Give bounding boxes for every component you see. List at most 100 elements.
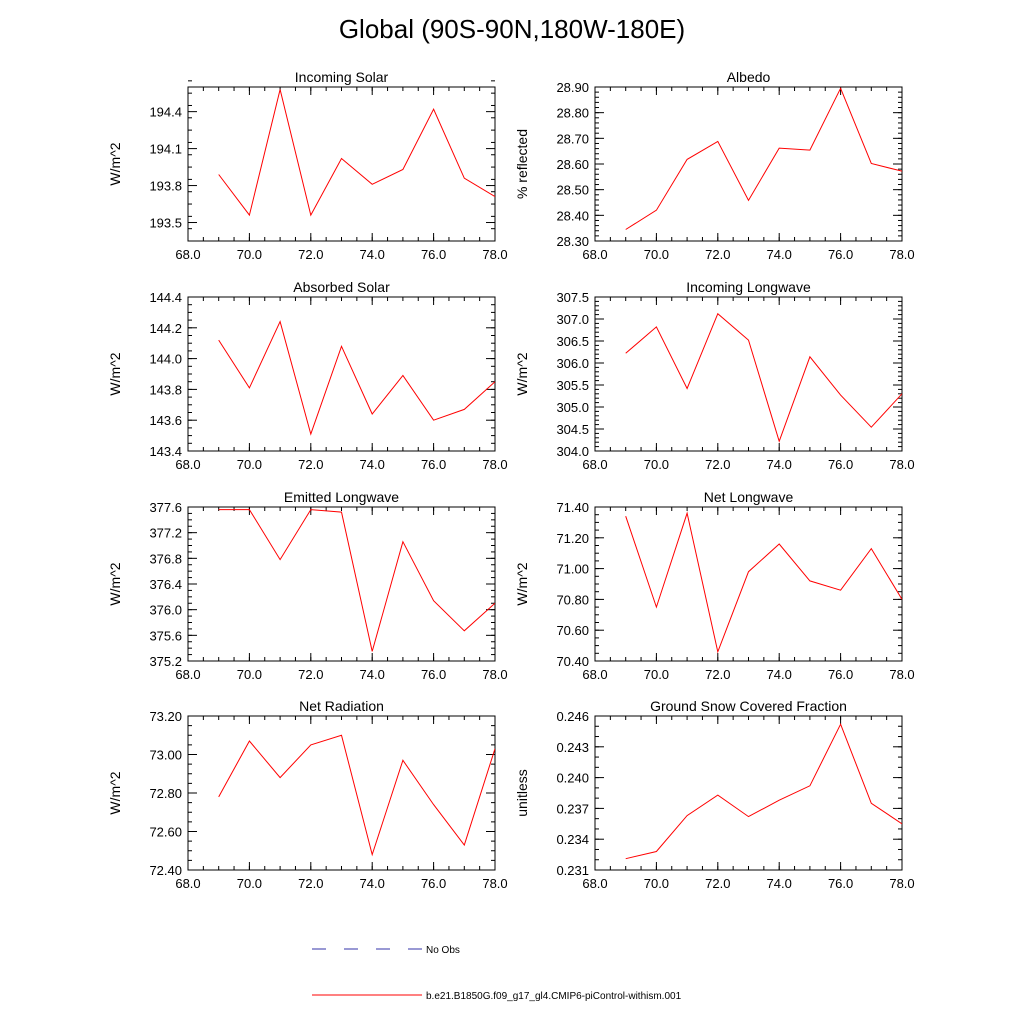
legend-model-label: b.e21.B1850G.f09_g17_gl4.CMIP6-piControl…	[426, 991, 682, 1002]
panel-title: Incoming Longwave	[686, 279, 811, 295]
series-line	[625, 312, 902, 443]
y-tick-label: 306.0	[556, 356, 589, 371]
y-tick-label: 28.30	[556, 234, 589, 249]
panel-title: Absorbed Solar	[293, 279, 390, 295]
y-tick-label: 143.8	[149, 382, 182, 397]
x-tick-label: 74.0	[360, 667, 385, 682]
y-tick-label: 306.5	[556, 334, 589, 349]
x-tick-label: 72.0	[705, 876, 730, 891]
panel-title: Net Radiation	[299, 698, 384, 714]
y-tick-label: 72.80	[149, 786, 182, 801]
x-tick-label: 78.0	[482, 667, 507, 682]
y-tick-label: 0.240	[556, 771, 589, 786]
x-tick-label: 68.0	[582, 457, 607, 472]
y-tick-label: 28.90	[556, 80, 589, 95]
panel-incoming-solar: Incoming Solar 68.0 70.0 72.0 74.0 76.0 78.0 19…	[107, 69, 508, 262]
legend-obs-label: No Obs	[426, 945, 460, 956]
series-line	[218, 734, 495, 857]
x-tick-label: 70.0	[644, 457, 669, 472]
y-tick-label: 71.20	[556, 531, 589, 546]
x-tick-label: 72.0	[705, 247, 730, 262]
y-axis-label: W/m^2	[107, 771, 123, 814]
x-tick-label: 72.0	[298, 457, 323, 472]
y-axis-label: W/m^2	[514, 352, 530, 395]
y-tick-label: 70.80	[556, 592, 589, 607]
panel-incoming-longwave: Incoming Longwave 68.0 70.0 72.0 74.0 76.0 78.…	[514, 279, 915, 472]
panel-absorbed-solar: Absorbed Solar 68.0 70.0 72.0 74.0 76.0 78.0 14…	[107, 279, 508, 472]
y-tick-label: 307.0	[556, 312, 589, 327]
x-tick-label: 74.0	[360, 457, 385, 472]
y-tick-label: 376.0	[149, 603, 182, 618]
y-axis-label: % reflected	[514, 129, 530, 199]
y-axis-label: W/m^2	[107, 142, 123, 185]
x-tick-label: 70.0	[644, 247, 669, 262]
legend: No Obs b.e21.B1850G.f09_g17_gl4.CMIP6-piC…	[312, 945, 682, 1002]
y-tick-label: 193.8	[149, 179, 182, 194]
series-line	[218, 509, 495, 652]
y-tick-label: 70.60	[556, 623, 589, 638]
x-tick-label: 70.0	[237, 876, 262, 891]
y-tick-label: 307.5	[556, 290, 589, 305]
plot-frame	[187, 506, 496, 662]
x-tick-label: 78.0	[889, 876, 914, 891]
y-tick-label: 194.4	[149, 105, 182, 120]
x-tick-label: 68.0	[582, 247, 607, 262]
plot-frame	[594, 86, 903, 242]
y-tick-label: 0.231	[556, 863, 589, 878]
y-tick-label: 71.00	[556, 562, 589, 577]
y-tick-label: 73.20	[149, 709, 182, 724]
x-tick-label: 76.0	[421, 876, 446, 891]
x-tick-label: 72.0	[298, 876, 323, 891]
y-axis-label: unitless	[514, 769, 530, 816]
y-tick-label: 28.80	[556, 106, 589, 121]
plot-frame	[594, 506, 903, 662]
series-line	[625, 87, 902, 230]
x-tick-label: 72.0	[298, 247, 323, 262]
series-line	[625, 722, 902, 860]
y-tick-label: 144.2	[149, 321, 182, 336]
x-tick-label: 72.0	[705, 667, 730, 682]
x-tick-label: 76.0	[421, 247, 446, 262]
y-tick-label: 304.5	[556, 422, 589, 437]
y-tick-label: 305.5	[556, 378, 589, 393]
y-tick-label: 193.5	[149, 216, 182, 231]
x-tick-label: 70.0	[644, 667, 669, 682]
y-tick-label: 375.2	[149, 654, 182, 669]
x-tick-label: 72.0	[705, 457, 730, 472]
x-tick-label: 76.0	[828, 247, 853, 262]
y-axis-label: W/m^2	[514, 562, 530, 605]
y-tick-label: 304.0	[556, 444, 589, 459]
x-tick-label: 78.0	[889, 247, 914, 262]
x-tick-label: 76.0	[828, 667, 853, 682]
x-tick-label: 70.0	[237, 247, 262, 262]
figure-title: Global (90S-90N,180W-180E)	[338, 14, 686, 44]
y-tick-label: 28.60	[556, 157, 589, 172]
y-tick-label: 70.40	[556, 654, 589, 669]
x-tick-label: 76.0	[421, 457, 446, 472]
panel-title: Ground Snow Covered Fraction	[650, 698, 847, 714]
x-tick-label: 72.0	[298, 667, 323, 682]
x-tick-label: 68.0	[175, 457, 200, 472]
x-tick-label: 70.0	[237, 457, 262, 472]
x-tick-label: 74.0	[360, 876, 385, 891]
x-tick-label: 74.0	[360, 247, 385, 262]
plot-frame	[187, 715, 496, 871]
plot-frame	[187, 296, 496, 452]
y-tick-label: 0.243	[556, 740, 589, 755]
y-axis-label: W/m^2	[107, 562, 123, 605]
x-tick-label: 78.0	[889, 457, 914, 472]
y-tick-label: 377.2	[149, 526, 182, 541]
y-tick-label: 72.60	[149, 825, 182, 840]
x-tick-label: 78.0	[482, 876, 507, 891]
panel-emitted-longwave: Emitted Longwave 68.0 70.0 72.0 74.0 76.0 78.0…	[107, 489, 508, 682]
x-tick-label: 76.0	[828, 876, 853, 891]
x-tick-label: 74.0	[767, 667, 792, 682]
y-tick-label: 376.8	[149, 551, 182, 566]
y-tick-label: 375.6	[149, 628, 182, 643]
y-tick-label: 71.40	[556, 500, 589, 515]
panel-net-longwave: Net Longwave 68.0 70.0 72.0 74.0 76.0 78.0 70.4…	[514, 489, 915, 682]
x-tick-label: 68.0	[175, 247, 200, 262]
x-tick-label: 78.0	[482, 457, 507, 472]
panel-title: Albedo	[727, 69, 771, 85]
